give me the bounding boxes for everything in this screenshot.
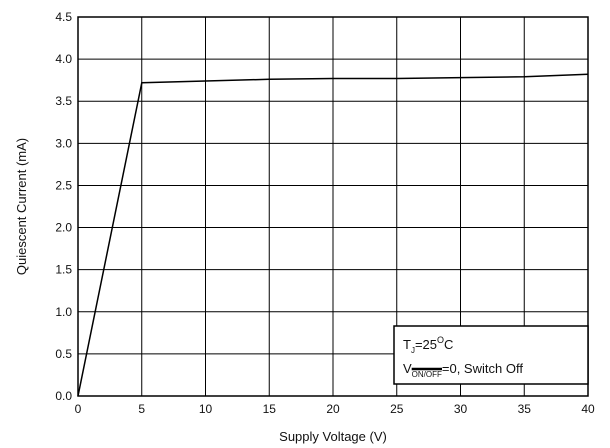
x-tick-label-1: 5 [138, 402, 145, 416]
tj-main: T [403, 337, 411, 352]
grid [77, 16, 589, 397]
x-tick-label-8: 40 [581, 402, 595, 416]
x-tick-label-4: 20 [326, 402, 340, 416]
x-tick-label-3: 15 [263, 402, 277, 416]
y-tick-label-5: 2.5 [55, 178, 72, 192]
x-tick-label-2: 10 [199, 402, 213, 416]
tj-unit: C [444, 337, 453, 352]
y-tick-label-1: 0.5 [55, 347, 72, 361]
v-condition: =0, Switch Off [442, 361, 523, 376]
x-tick-label-7: 35 [518, 402, 532, 416]
plot-frame [77, 16, 589, 397]
y-axis-label: Quiescent Current (mA) [14, 138, 29, 275]
y-tick-label-0: 0.0 [55, 389, 72, 403]
annotation-frame [393, 325, 589, 385]
y-tick-label-7: 3.5 [55, 94, 72, 108]
x-tick-label-0: 0 [75, 402, 82, 416]
y-tick-label-8: 4.0 [55, 52, 72, 66]
annotation-box: TJ=25OC VON/OFF=0, Switch Off [393, 325, 589, 385]
y-tick-label-4: 2.0 [55, 221, 72, 235]
y-tick-label-3: 1.5 [55, 263, 72, 277]
annotation-line-condition: VON/OFF=0, Switch Off [403, 361, 523, 379]
tj-value: =25 [415, 337, 437, 352]
y-tick-label-6: 3.0 [55, 136, 72, 150]
y-tick-label-9: 4.5 [55, 10, 72, 24]
v-main: V [403, 361, 412, 376]
y-tick-label-2: 1.0 [55, 305, 72, 319]
x-axis-label: Supply Voltage (V) [279, 429, 387, 444]
x-tick-labels: 0 5 10 15 20 25 30 35 40 [75, 402, 595, 416]
series-line-quiescent-current [77, 73, 589, 397]
annotation-line-temperature: TJ=25OC [403, 335, 453, 355]
v-sub-onoff: ON/OFF [412, 370, 442, 379]
x-tick-label-6: 30 [454, 402, 468, 416]
degree-mark: O [437, 335, 444, 345]
y-tick-labels: 0.0 0.5 1.0 1.5 2.0 2.5 3.0 3.5 4.0 4.5 [55, 10, 72, 403]
tj-sub: J [411, 346, 415, 355]
x-tick-label-5: 25 [390, 402, 404, 416]
